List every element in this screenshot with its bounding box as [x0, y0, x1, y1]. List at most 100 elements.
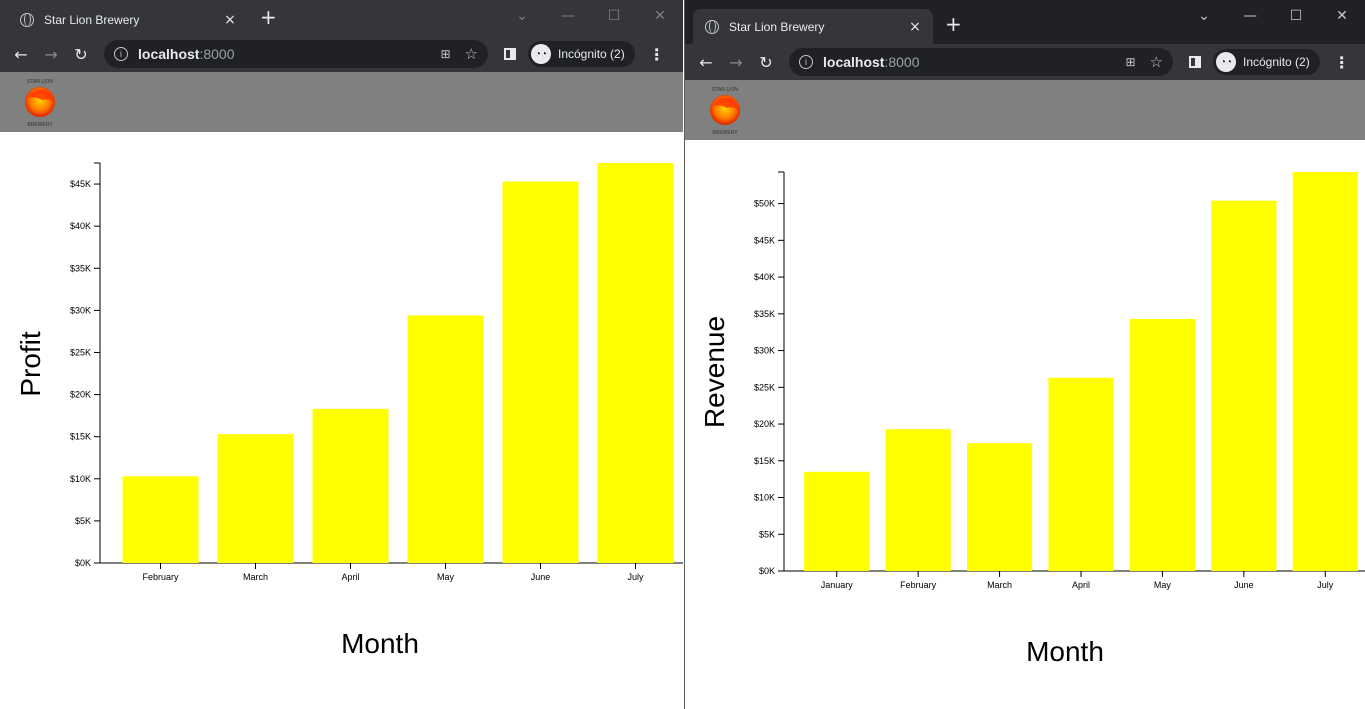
y-tick-label: $45K [754, 235, 775, 245]
brewery-logo: STAR LION BREWERY [25, 79, 55, 128]
y-tick-label: $5K [75, 516, 91, 526]
y-tick-label: $35K [70, 263, 91, 273]
bar-march [967, 443, 1033, 571]
forward-icon[interactable]: → [729, 52, 743, 72]
back-icon[interactable]: ← [699, 52, 713, 72]
tab-search-icon[interactable]: ⌄ [516, 8, 528, 24]
kebab-menu-icon[interactable]: ⋮ [1333, 52, 1350, 72]
maximize-icon[interactable]: ☐ [607, 8, 621, 24]
x-tick-label: March [987, 580, 1012, 590]
reload-icon[interactable]: ↻ [759, 52, 773, 72]
bar-february [122, 476, 199, 563]
y-tick-label: $0K [75, 558, 91, 568]
url-port: :8000 [884, 54, 920, 70]
translate-icon[interactable]: ⊞ [1125, 55, 1136, 69]
browser-window-profit: Star Lion Brewery × + ⌄ — ☐ ✕ ← → ↻ i lo… [0, 0, 683, 659]
y-axis-title: Revenue [699, 316, 730, 428]
site-info-icon[interactable]: i [799, 55, 813, 69]
browser-tab[interactable]: Star Lion Brewery × [8, 4, 248, 36]
window-controls: ⌄ — ☐ ✕ [1181, 0, 1365, 32]
x-tick-label: January [821, 580, 854, 590]
x-tick-label: February [142, 572, 179, 582]
browser-tab[interactable]: Star Lion Brewery × [693, 9, 933, 44]
url-host: localhost [138, 46, 200, 62]
logo-text-top: STAR LION [27, 79, 53, 85]
x-axis-title: Month [1026, 636, 1104, 667]
y-tick-label: $20K [70, 390, 91, 400]
x-tick-label: April [1072, 580, 1090, 590]
bar-january [804, 471, 870, 571]
bookmark-star-icon[interactable]: ☆ [464, 46, 478, 63]
logo-text-bottom: BREWERY [27, 122, 53, 128]
tab-close-icon[interactable]: × [224, 12, 236, 28]
url-host: localhost [823, 54, 885, 70]
tab-title: Star Lion Brewery [729, 19, 825, 34]
back-icon[interactable]: ← [14, 44, 28, 64]
x-tick-label: June [1234, 580, 1254, 590]
app-header: STAR LION BREWERY [685, 80, 1365, 140]
y-tick-label: $30K [70, 305, 91, 315]
side-panel-icon[interactable] [504, 48, 516, 60]
reload-icon[interactable]: ↻ [74, 44, 88, 64]
bookmark-star-icon[interactable]: ☆ [1149, 54, 1163, 71]
y-tick-label: $5K [759, 529, 775, 539]
y-tick-label: $10K [754, 493, 775, 503]
url-port: :8000 [199, 46, 235, 62]
site-info-icon[interactable]: i [114, 47, 128, 61]
incognito-label: Incógnito (2) [1243, 55, 1310, 69]
x-tick-label: July [627, 572, 644, 582]
install-app-icon[interactable]: ⊞ [440, 47, 451, 61]
tab-close-icon[interactable]: × [909, 18, 921, 35]
browser-toolbar: ← → ↻ i localhost:8000 ⊞ ☆ ◔◔ Incógnito … [0, 36, 683, 72]
revenue-chart-svg: $0K $5K $10K $15K $20K $25K $30K $35K $40K $45K $5… [699, 171, 1365, 667]
y-tick-label: $15K [754, 456, 775, 466]
bar-march [217, 434, 294, 563]
incognito-icon: ◔◔ [1216, 52, 1236, 72]
incognito-badge[interactable]: ◔◔ Incógnito (2) [528, 41, 635, 67]
browser-toolbar: ← → ↻ i localhost:8000 ⊞ ☆ ◔◔ Incógnito … [685, 44, 1365, 80]
tab-search-icon[interactable]: ⌄ [1198, 8, 1210, 24]
incognito-label: Incógnito (2) [558, 47, 625, 61]
x-tick-label: May [437, 572, 455, 582]
kebab-menu-icon[interactable]: ⋮ [648, 44, 665, 64]
new-tab-button[interactable]: + [260, 5, 277, 29]
logo-text-top: STAR LION [712, 87, 738, 93]
bar-july [1292, 172, 1358, 571]
globe-icon [20, 13, 34, 27]
bar-june [502, 181, 579, 564]
y-tick-label: $20K [754, 419, 775, 429]
logo-text-bottom: BREWERY [712, 130, 738, 136]
new-tab-button[interactable]: + [945, 12, 962, 36]
x-tick-label: March [243, 572, 268, 582]
x-axis-title: Month [341, 628, 419, 659]
minimize-icon[interactable]: — [561, 8, 575, 24]
window-controls: ⌄ — ☐ ✕ [499, 0, 683, 32]
incognito-badge[interactable]: ◔◔ Incógnito (2) [1213, 49, 1320, 75]
bar-june [1211, 200, 1277, 571]
y-tick-label: $25K [754, 382, 775, 392]
y-tick-label: $30K [754, 346, 775, 356]
x-tick-label: April [341, 572, 359, 582]
globe-icon [705, 19, 719, 34]
bar-february [885, 429, 951, 571]
bar-april [1048, 377, 1114, 571]
forward-icon[interactable]: → [44, 44, 58, 64]
x-tick-label: July [1317, 580, 1334, 590]
y-tick-label: $0K [759, 566, 775, 576]
brewery-logo: STAR LION BREWERY [710, 87, 740, 136]
address-bar[interactable]: i localhost:8000 ⊞ ☆ [104, 40, 488, 68]
close-window-icon[interactable]: ✕ [1336, 8, 1348, 24]
y-tick-label: $25K [70, 347, 91, 357]
side-panel-icon[interactable] [1189, 56, 1201, 68]
bar-may [1129, 318, 1195, 571]
title-bar: Star Lion Brewery × + ⌄ — ☐ ✕ [0, 0, 683, 36]
maximize-icon[interactable]: ☐ [1289, 8, 1303, 24]
address-bar[interactable]: i localhost:8000 ⊞ ☆ [789, 48, 1173, 76]
minimize-icon[interactable]: — [1243, 8, 1257, 24]
y-tick-label: $40K [754, 272, 775, 282]
close-window-icon[interactable]: ✕ [654, 8, 666, 24]
y-tick-label: $35K [754, 309, 775, 319]
y-tick-label: $45K [70, 179, 91, 189]
y-tick-label: $10K [70, 474, 91, 484]
x-tick-label: May [1154, 580, 1172, 590]
